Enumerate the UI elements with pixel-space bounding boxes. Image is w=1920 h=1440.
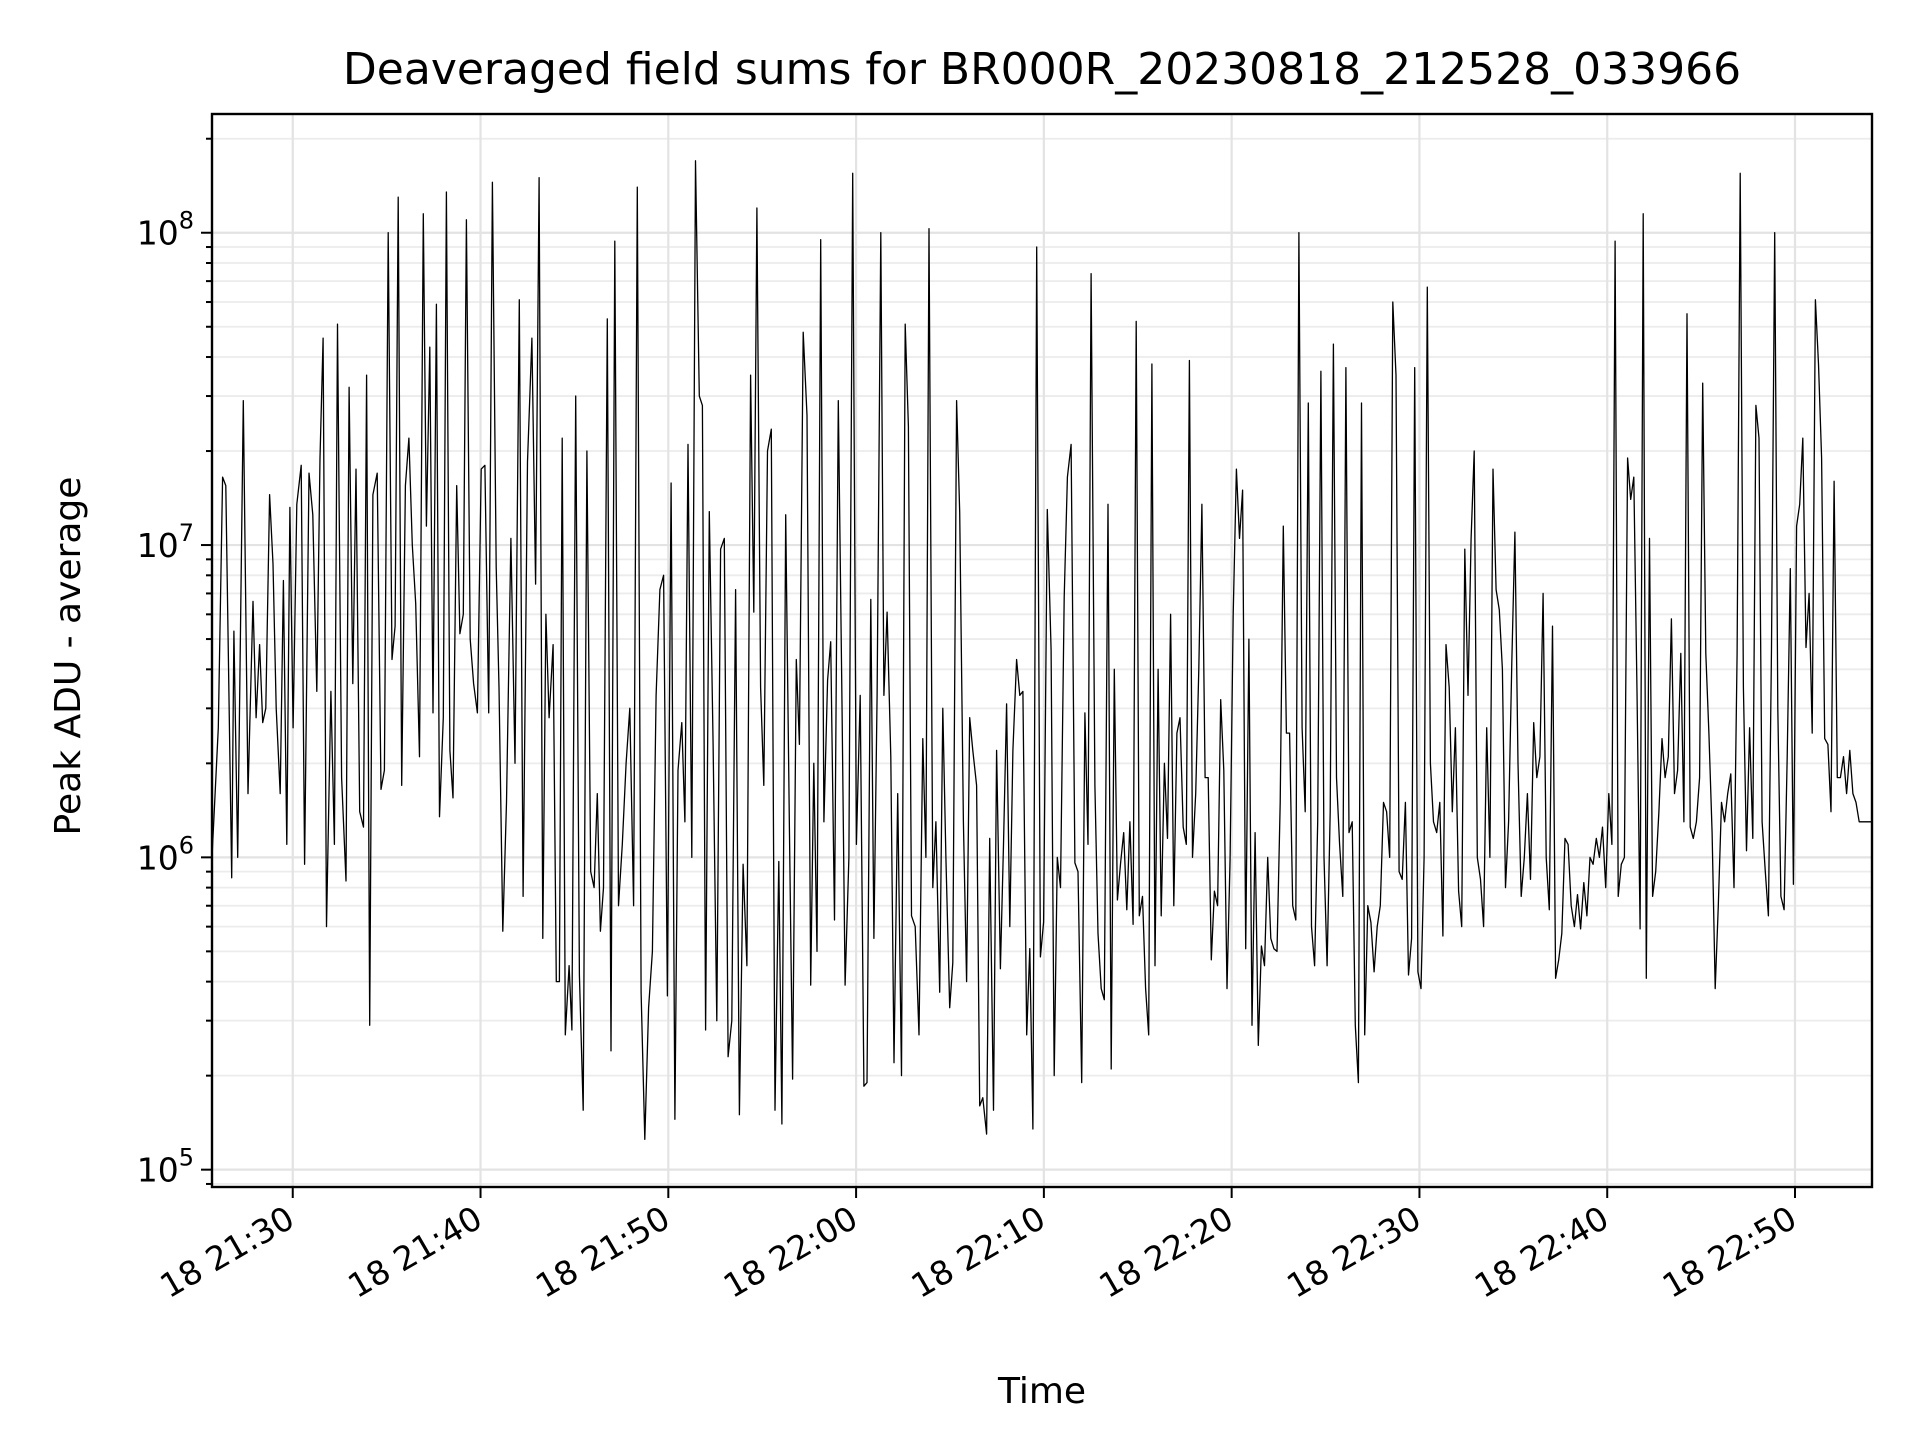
y-tick-exponent: 8 xyxy=(179,207,194,235)
y-tick-base: 10 xyxy=(137,526,179,565)
y-tick-exponent: 6 xyxy=(179,831,194,859)
y-tick-exponent: 7 xyxy=(179,519,194,547)
grid-layer xyxy=(212,114,1872,1187)
y-tick-label: 107 xyxy=(137,519,194,565)
y-tick-label: 106 xyxy=(137,831,194,877)
y-tick-exponent: 5 xyxy=(179,1144,194,1172)
x-axis-label: Time xyxy=(997,1371,1086,1412)
y-axis-label: Peak ADU - average xyxy=(48,477,89,836)
y-tick-base: 10 xyxy=(137,1151,179,1190)
y-tick-label: 105 xyxy=(137,1144,194,1190)
data-series-line xyxy=(211,160,1872,1141)
y-tick-base: 10 xyxy=(137,214,179,253)
y-tick-base: 10 xyxy=(137,838,179,877)
series-layer xyxy=(211,160,1872,1141)
y-tick-label: 108 xyxy=(137,207,194,253)
plot-frame xyxy=(210,112,1874,1189)
chart-title: Deaveraged field sums for BR000R_2023081… xyxy=(343,44,1741,95)
